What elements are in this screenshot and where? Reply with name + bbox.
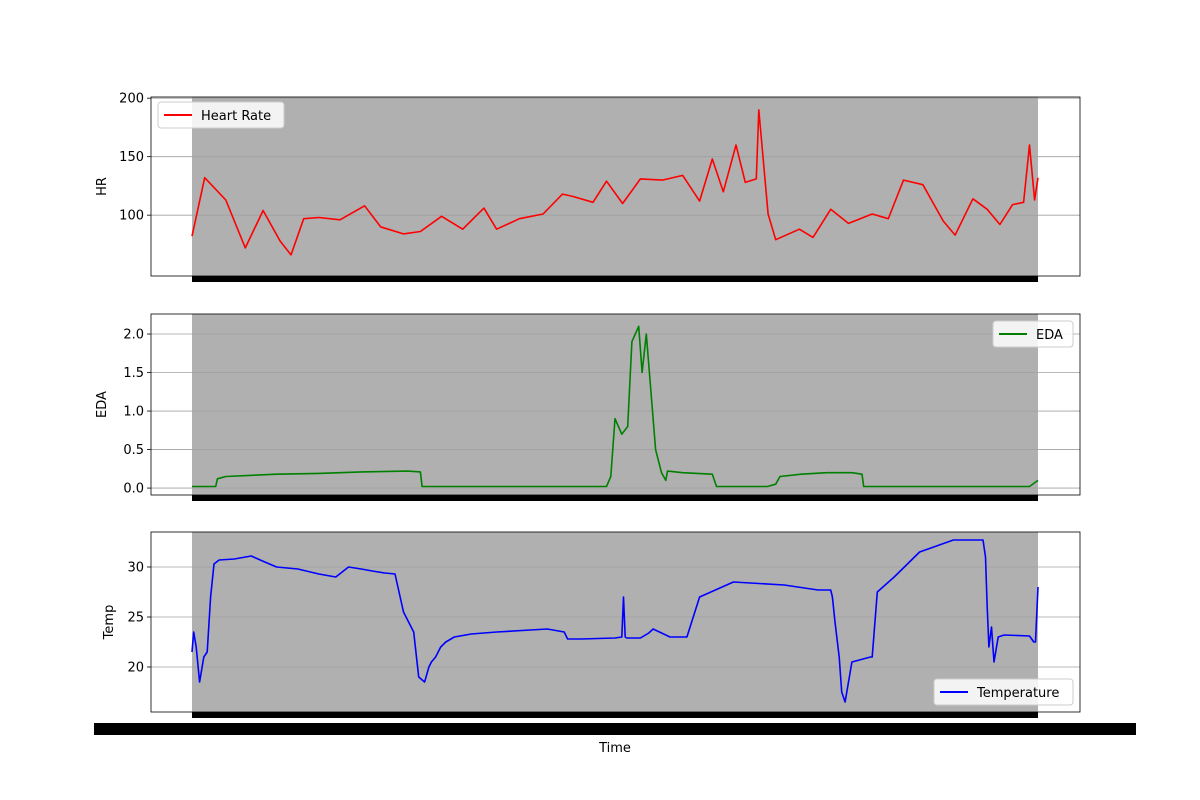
shaded-region	[192, 97, 1038, 276]
y-tick-label: 0.5	[123, 443, 144, 458]
y-tick-label: 150	[119, 150, 144, 165]
legend-label: Temperature	[976, 686, 1059, 701]
legend: Heart Rate	[157, 101, 285, 129]
heart-rate-panel: 100 150 200 HR Heart Rate	[95, 92, 1081, 282]
y-tick-label: 100	[119, 209, 144, 224]
eda-panel: 0.0 0.5 1.0 1.5 2.0 EDA EDA	[95, 313, 1081, 501]
legend: Temperature	[933, 678, 1074, 706]
shaded-region	[192, 532, 1038, 712]
x-axis-label: Time	[598, 741, 631, 756]
temperature-panel: 20 25 30 Temp Temperature	[102, 531, 1081, 718]
y-tick-label: 1.0	[123, 405, 144, 420]
y-tick-label: 20	[127, 661, 144, 676]
series-line-temperature	[191, 539, 1039, 703]
legend-label: Heart Rate	[201, 109, 271, 124]
axes-frame	[150, 96, 1081, 277]
legend-label: EDA	[1036, 328, 1063, 343]
axes-frame	[150, 531, 1081, 713]
x-tick-band	[192, 712, 1038, 718]
y-axis-label: EDA	[95, 391, 110, 418]
legend-box	[157, 101, 285, 129]
y-tick-label: 1.5	[123, 366, 144, 381]
shaded-region	[192, 314, 1038, 495]
y-tick-label: 25	[127, 611, 144, 626]
x-tick-band	[192, 276, 1038, 282]
x-tick-labels-overlap	[94, 723, 1136, 735]
legend: EDA	[992, 320, 1074, 348]
axes-frame	[150, 313, 1081, 496]
y-axis-label: HR	[95, 177, 110, 196]
y-tick-label: 200	[119, 92, 144, 107]
series-line-eda	[192, 325, 1039, 488]
legend-box	[992, 320, 1074, 348]
y-axis-label: Temp	[102, 605, 117, 641]
y-tick-label: 2.0	[123, 328, 144, 343]
legend-box	[933, 678, 1074, 706]
series-line-heart-rate	[191, 109, 1039, 256]
y-tick-label: 30	[127, 561, 144, 576]
y-tick-label: 0.0	[123, 482, 144, 497]
x-tick-band	[192, 495, 1038, 501]
